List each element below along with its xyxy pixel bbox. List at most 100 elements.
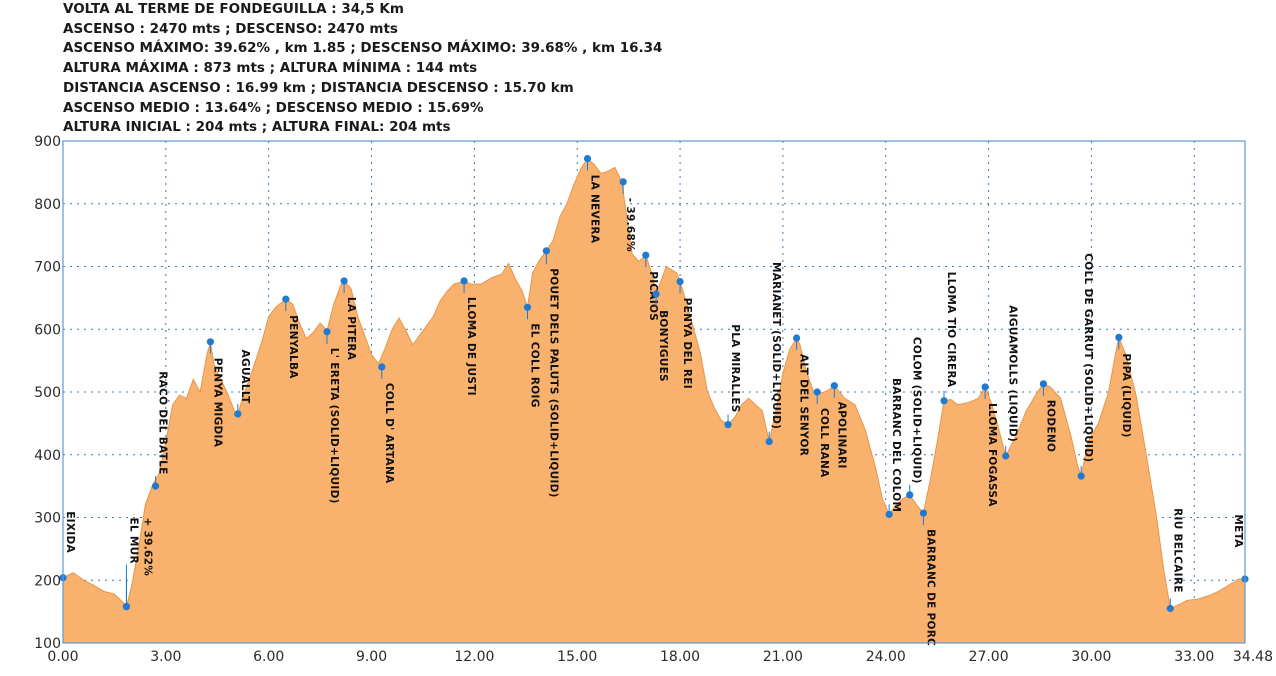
waypoint-marker [234,410,242,418]
x-tick-label: 3.00 [150,649,181,665]
waypoint-label: PENYALBA [287,315,299,379]
waypoint-label: LA PITERA [345,297,357,361]
route-stats: VOLTA AL TERME DE FONDEGUILLA : 34,5 Km … [63,0,662,138]
waypoint-label: BARRANC DEL COLOM [890,378,902,512]
waypoint-label: BONYIGUES [657,310,669,382]
waypoint-marker [378,363,386,371]
waypoint-label: LLOMA FOGASSA [986,403,998,507]
x-tick-label: 24.00 [866,649,906,665]
y-tick-label: 100 [34,636,61,652]
waypoint-label: RACÓ DEL BATLE [157,371,170,474]
waypoint-label: L' ERETA (SOLID+LIQUID) [328,348,340,504]
waypoint-marker [676,277,684,286]
waypoint-label: + 39.62% [141,518,153,577]
waypoint-marker [830,382,838,390]
waypoint-label: COLL DE GARRUT (SOLID+LIQUID) [1082,253,1094,462]
y-tick-label: 300 [34,511,61,527]
waypoint-marker [940,397,948,405]
waypoint-marker [919,509,928,517]
y-tick-label: 700 [34,260,61,276]
waypoint-label: MARIANET (SOLID+LIQUID) [770,262,782,429]
x-tick-label: 12.00 [454,649,494,665]
x-tick-label: 15.00 [557,649,597,665]
waypoint-label: COLL RANA [818,408,830,478]
waypoint-marker [793,334,801,342]
waypoint-label: APOLINARI [835,402,847,469]
start-end-altitude-stat: ALTURA INICIAL : 204 mts ; ALTURA FINAL:… [63,119,451,136]
waypoint-marker [323,328,331,336]
waypoint-marker [619,178,627,186]
waypoint-label: PLA MIRALLES [729,324,741,412]
tick-layer: 100 200 300 400 500 600 700 800 900 0.00 3.00 6.00 9… [34,134,1273,665]
waypoint-label: PIPA (LIQUID) [1120,353,1132,437]
waypoint-label: PICAIOS [647,271,659,321]
x-tick-label: 18.00 [660,649,700,665]
waypoint-marker [906,491,914,499]
waypoint-label: COLL D' ARTANA [383,383,395,484]
x-tick-label: 34.48 [1233,649,1273,665]
y-tick-label: 600 [34,322,61,338]
waypoint-marker [642,251,650,259]
waypoint-marker [724,421,732,429]
ascent-descent-stat: ASCENSO : 2470 mts ; DESCENSO: 2470 mts [63,20,398,37]
waypoint-label: LLOMA DE JUSTI [465,297,477,396]
waypoint-marker [151,482,160,490]
waypoint-marker [1166,604,1174,613]
distance-stat: DISTANCIA ASCENSO : 16.99 km ; DISTANCIA… [63,79,574,96]
route-title: VOLTA AL TERME DE FONDEGUILLA : 34,5 Km [63,1,404,17]
waypoint-label: RIU BELCAIRE [1171,508,1183,593]
waypoint-marker [542,247,550,255]
waypoint-label: BARRANC DE PORC [924,529,936,646]
x-tick-label: 30.00 [1071,649,1111,665]
y-tick-label: 200 [34,573,61,589]
waypoint-label: POUET DELS PALUTS (SOLID+LIQUID) [547,268,559,497]
waypoint-marker [122,603,131,611]
waypoint-label: RODENO [1044,400,1056,452]
waypoint-label: PENYA MIGDIA [211,358,223,448]
waypoint-label: EIXIDA [64,511,76,553]
y-tick-label: 400 [34,448,61,464]
waypoint-label: COLOM (SOLID+LIQUID) [911,337,923,484]
waypoint-marker [885,510,893,518]
x-tick-label: 9.00 [356,649,387,665]
waypoint-label: META [1232,514,1244,548]
waypoint-marker [765,437,773,446]
waypoint-label: LA NEVERA [589,175,601,244]
waypoint-marker [813,388,821,396]
waypoint-label: AIGUAMOLLS (LIQUID) [1007,305,1019,442]
waypoint-label: PENYA DEL REI [681,298,693,389]
waypoint-marker [206,338,215,346]
elevation-area [62,157,1246,644]
waypoint-label: AGUALLT [239,350,251,405]
waypoint-marker [340,277,348,285]
waypoint-marker [583,154,592,163]
waypoint-label: - 39.68% [624,198,636,252]
altitude-range-stat: ALTURA MÁXIMA : 873 mts ; ALTURA MÍNIMA … [63,60,478,77]
waypoint-marker [652,290,660,298]
y-tick-label: 500 [34,385,61,401]
waypoint-marker [981,383,989,391]
waypoint-layer: EIXIDA EL MUR + 39.62% RACÓ DEL BATLE PENYA … [59,154,1249,646]
average-gradient-stat: ASCENSO MEDIO : 13.64% ; DESCENSO MEDIO … [63,99,484,116]
x-tick-label: 33.00 [1174,649,1214,665]
y-tick-label: 800 [34,197,61,213]
y-tick-label: 900 [34,134,61,150]
waypoint-label: ALT DEL SENYOR [798,354,810,456]
x-tick-label: 0.00 [47,649,78,665]
waypoint-label: EL COLL ROIG [529,323,541,407]
waypoint-marker [1002,452,1010,460]
waypoint-marker [282,295,290,303]
x-tick-label: 27.00 [969,649,1009,665]
plot-frame [62,140,1246,644]
max-gradient-stat: ASCENSO MÁXIMO: 39.62% , km 1.85 ; DESCE… [63,40,663,57]
x-tick-label: 21.00 [763,649,803,665]
waypoint-marker [1077,472,1085,480]
waypoint-marker [1039,380,1048,388]
waypoint-label: LLOMA TIO CIRERA [945,272,957,388]
x-tick-label: 6.00 [253,649,284,665]
waypoint-marker [460,277,468,285]
waypoint-marker [523,303,532,311]
waypoint-marker [1115,333,1123,342]
waypoint-label: EL MUR [127,518,139,564]
